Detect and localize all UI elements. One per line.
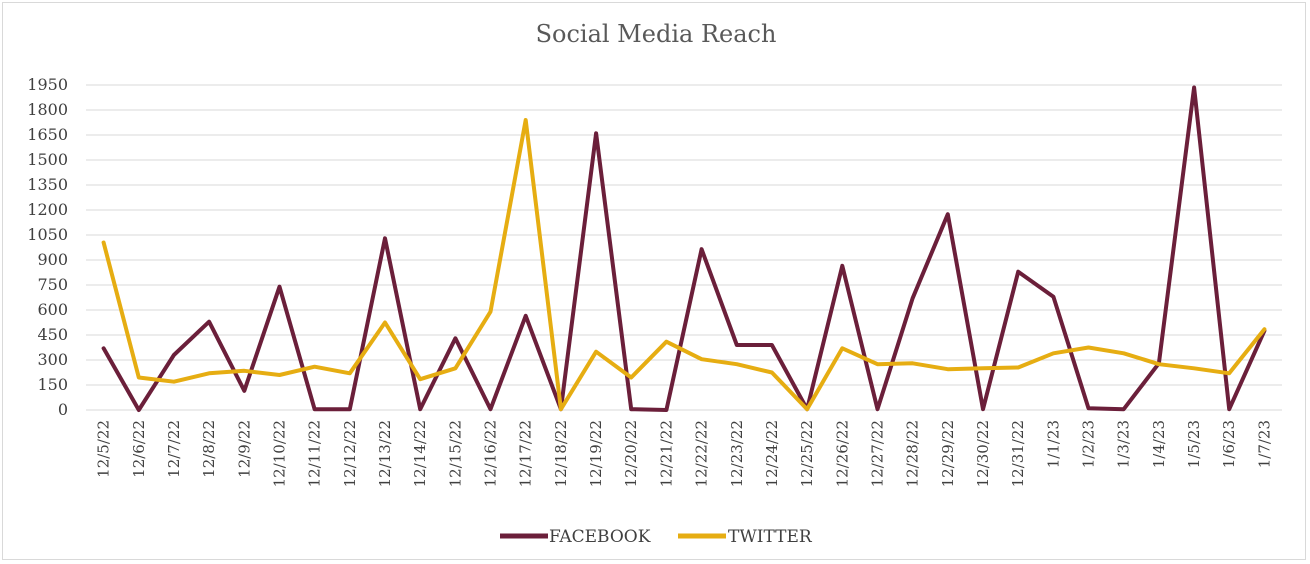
y-tick-label: 600 xyxy=(37,300,68,319)
y-tick-label: 1650 xyxy=(27,125,68,144)
chart-title: Social Media Reach xyxy=(536,20,777,48)
legend-label-twitter: TWITTER xyxy=(728,527,813,547)
y-tick-label: 1800 xyxy=(27,100,68,119)
y-tick-label: 750 xyxy=(37,275,68,294)
y-axis-ticks: 0 150 300 450 600 750 900 1050 1200 1350 1500 1650 1… xyxy=(27,75,68,419)
x-tick-label: 12/16/22 xyxy=(482,420,500,487)
y-tick-label: 450 xyxy=(37,325,68,344)
x-tick-label: 12/18/22 xyxy=(552,420,570,487)
y-tick-label: 1350 xyxy=(27,175,68,194)
gridlines xyxy=(86,84,1282,411)
x-tick-label: 12/19/22 xyxy=(587,420,605,487)
x-tick-label: 12/9/22 xyxy=(235,420,253,478)
x-tick-label: 1/4/23 xyxy=(1150,420,1168,468)
x-tick-label: 1/7/23 xyxy=(1255,420,1273,468)
x-tick-label: 12/22/22 xyxy=(693,420,711,487)
x-tick-label: 12/24/22 xyxy=(763,420,781,487)
x-tick-label: 12/25/22 xyxy=(798,420,816,487)
x-tick-label: 12/23/22 xyxy=(728,420,746,487)
legend: FACEBOOK TWITTER xyxy=(500,527,813,547)
y-tick-label: 300 xyxy=(37,350,68,369)
x-tick-label: 12/6/22 xyxy=(130,420,148,478)
x-tick-label: 1/5/23 xyxy=(1185,420,1203,468)
x-tick-label: 12/17/22 xyxy=(517,420,535,487)
x-tick-label: 12/20/22 xyxy=(622,420,640,487)
series-line-twitter xyxy=(101,118,1267,412)
y-tick-label: 900 xyxy=(37,250,68,269)
series-lines xyxy=(101,85,1267,412)
y-tick-label: 1500 xyxy=(27,150,68,169)
legend-label-facebook: FACEBOOK xyxy=(549,527,651,547)
y-tick-label: 1950 xyxy=(27,75,68,94)
x-tick-label: 12/30/22 xyxy=(974,420,992,487)
x-tick-label: 1/6/23 xyxy=(1220,420,1238,468)
x-tick-label: 1/1/23 xyxy=(1044,420,1062,468)
x-axis-ticks: 12/5/22 12/6/22 12/7/22 12/8/22 12/9/22 12/10… xyxy=(95,420,1274,487)
x-tick-label: 12/29/22 xyxy=(939,420,957,487)
x-tick-label: 12/15/22 xyxy=(446,420,464,487)
x-tick-label: 12/13/22 xyxy=(376,420,394,487)
y-tick-label: 0 xyxy=(58,400,68,419)
x-tick-label: 12/11/22 xyxy=(306,420,324,487)
x-tick-label: 12/12/22 xyxy=(341,420,359,487)
x-tick-label: 12/28/22 xyxy=(904,420,922,487)
x-tick-label: 12/31/22 xyxy=(1009,420,1027,487)
x-tick-label: 12/10/22 xyxy=(270,420,288,487)
x-tick-label: 12/7/22 xyxy=(165,420,183,478)
x-tick-label: 1/3/23 xyxy=(1115,420,1133,468)
x-tick-label: 12/26/22 xyxy=(833,420,851,487)
y-tick-label: 1050 xyxy=(27,225,68,244)
x-tick-label: 12/21/22 xyxy=(657,420,675,487)
y-tick-label: 150 xyxy=(37,375,68,394)
x-tick-label: 12/27/22 xyxy=(868,420,886,487)
x-tick-label: 1/2/23 xyxy=(1080,420,1098,468)
x-tick-label: 12/8/22 xyxy=(200,420,218,478)
x-tick-label: 12/5/22 xyxy=(95,420,113,478)
y-tick-label: 1200 xyxy=(27,200,68,219)
series-line-facebook xyxy=(101,85,1267,412)
x-tick-label: 12/14/22 xyxy=(411,420,429,487)
